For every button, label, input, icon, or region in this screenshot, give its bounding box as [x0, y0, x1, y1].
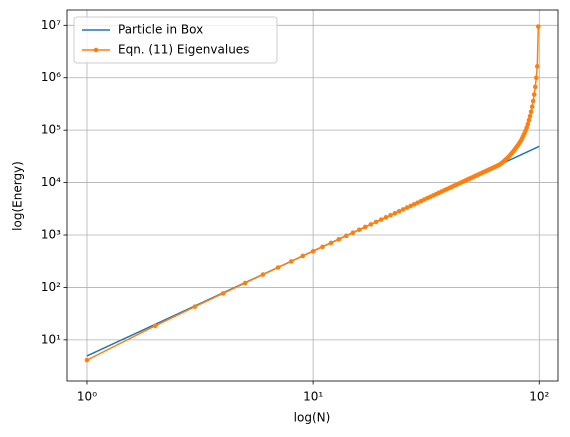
point [300, 253, 306, 259]
plot-area [67, 10, 558, 381]
point [411, 201, 417, 207]
point [84, 357, 90, 363]
y-tick-label: 10¹ [41, 332, 61, 346]
point [220, 291, 226, 296]
point [530, 98, 536, 104]
point [275, 265, 281, 270]
point [288, 259, 294, 264]
y-tick-label: 10³ [41, 228, 61, 242]
y-tick-label: 10⁵ [41, 123, 61, 137]
point [404, 205, 410, 210]
point [396, 208, 402, 214]
point [320, 244, 325, 250]
point [343, 233, 349, 239]
point [528, 109, 534, 114]
x-tick-label: 10¹ [303, 390, 323, 404]
point [531, 92, 537, 97]
point [526, 117, 532, 123]
point [383, 215, 389, 220]
legend-label: Particle in Box [118, 23, 203, 37]
legend-box [73, 16, 278, 64]
point [532, 84, 538, 90]
point [534, 64, 540, 69]
legend-label: Eqn. (11) Eigenvalues [118, 43, 249, 57]
point [362, 224, 368, 230]
point [368, 222, 374, 227]
point [350, 230, 356, 235]
x-tick-label: 10⁰ [77, 390, 97, 404]
point [533, 75, 539, 81]
y-tick-label: 10⁶ [41, 70, 61, 84]
y-tick-label: 10² [41, 280, 61, 294]
point [336, 236, 342, 242]
point [378, 217, 384, 222]
point [527, 113, 533, 119]
point [529, 104, 535, 110]
y-axis-label: log(Energy) [11, 161, 25, 231]
point [392, 210, 398, 216]
x-tick-label: 10² [529, 390, 549, 404]
point [408, 203, 413, 209]
x-axis-label: log(N) [294, 411, 331, 425]
point [388, 212, 393, 218]
y-tick-label: 10⁷ [41, 18, 61, 32]
point [192, 304, 198, 309]
point [242, 280, 248, 286]
y-tick-label: 10⁴ [41, 175, 61, 189]
point [356, 227, 362, 233]
point [373, 219, 379, 225]
point [152, 323, 158, 329]
point [328, 240, 334, 246]
point [535, 24, 541, 29]
point [310, 248, 316, 254]
axes-frame [66, 9, 559, 382]
point [525, 121, 531, 127]
point [260, 272, 266, 277]
legend-marker [93, 47, 99, 53]
point [400, 207, 406, 212]
